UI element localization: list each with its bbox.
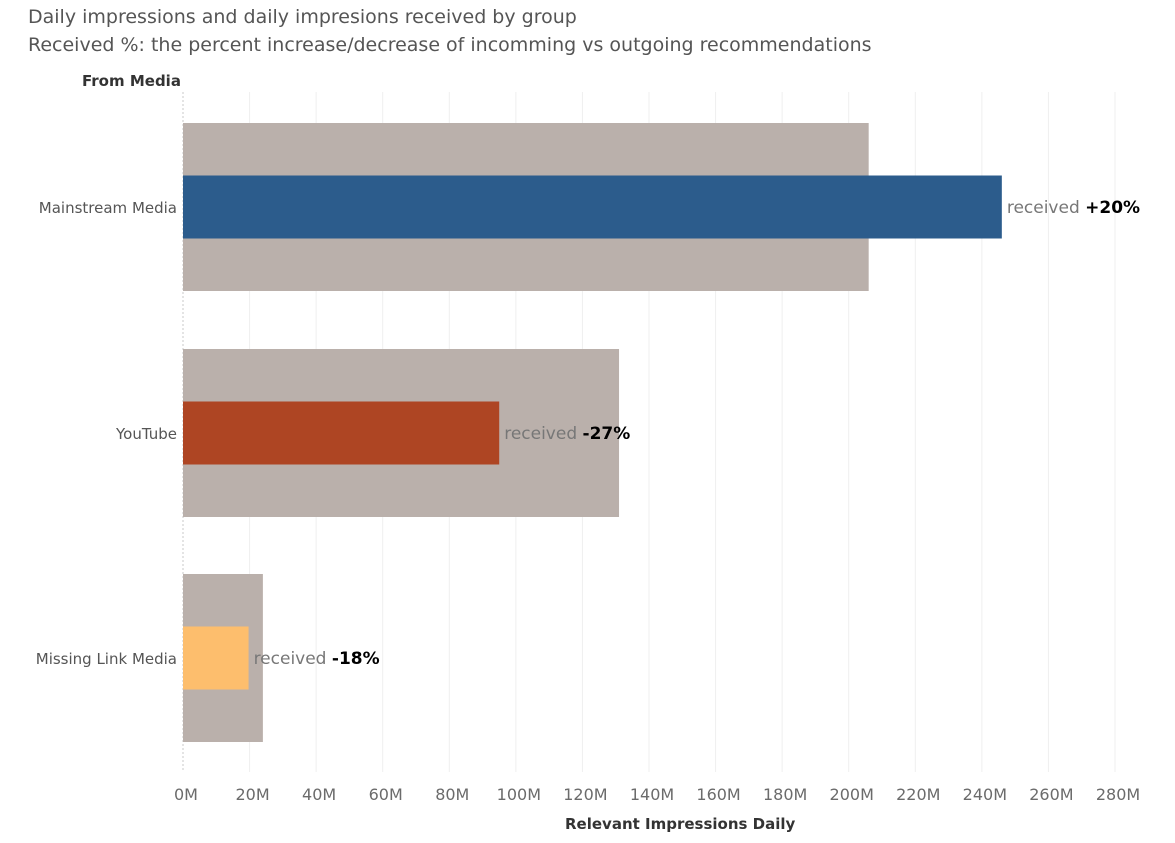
x-tick-label: 160M: [696, 785, 740, 804]
data-label-prefix: received: [1007, 198, 1085, 218]
data-label: received -18%: [254, 649, 380, 669]
chart-title: Daily impressions and daily impresions r…: [28, 6, 577, 28]
x-tick-label: 40M: [302, 785, 336, 804]
category-label: Missing Link Media: [36, 650, 177, 668]
x-tick-label: 200M: [830, 785, 874, 804]
x-tick-label: 0M: [174, 785, 198, 804]
x-tick-label: 280M: [1096, 785, 1140, 804]
x-tick-label: 80M: [435, 785, 469, 804]
chart-subtitle: Received %: the percent increase/decreas…: [28, 34, 872, 56]
data-label: received -27%: [504, 424, 630, 444]
data-label-value: -18%: [332, 649, 380, 669]
x-axis-title: Relevant Impressions Daily: [565, 815, 796, 833]
data-label-value: +20%: [1085, 198, 1140, 218]
data-label: received +20%: [1007, 198, 1140, 218]
x-tick-label: 20M: [235, 785, 269, 804]
x-tick-label: 180M: [763, 785, 807, 804]
x-tick-label: 220M: [896, 785, 940, 804]
received-bar: [183, 626, 249, 690]
received-bar: [183, 401, 500, 465]
data-label-prefix: received: [504, 424, 582, 444]
x-tick-label: 120M: [563, 785, 607, 804]
data-label-prefix: received: [254, 649, 332, 669]
x-tick-label: 100M: [497, 785, 541, 804]
category-label: Mainstream Media: [39, 199, 177, 217]
received-bar: [183, 175, 1002, 239]
x-tick-label: 140M: [630, 785, 674, 804]
category-label: YouTube: [115, 425, 177, 443]
row-header: From Media: [82, 72, 181, 90]
x-tick-label: 260M: [1029, 785, 1073, 804]
x-tick-label: 240M: [963, 785, 1007, 804]
data-label-value: -27%: [583, 424, 631, 444]
x-tick-label: 60M: [369, 785, 403, 804]
